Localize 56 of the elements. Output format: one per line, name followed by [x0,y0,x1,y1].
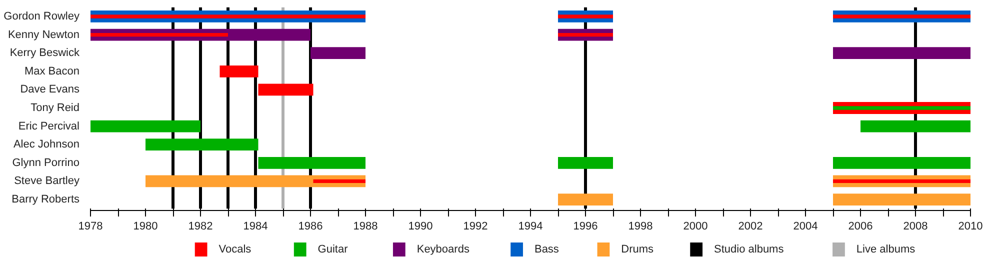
bar [558,32,613,37]
x-tick-label: 1986 [298,220,323,232]
bar [833,179,970,184]
legend-label: Vocals [218,244,252,256]
x-tick-label: 1978 [78,220,103,232]
bar [558,156,613,169]
y-tick-label: Alec Johnson [13,138,80,151]
x-tick-label: 1996 [573,220,598,232]
y-tick-label: Kenny Newton [8,28,80,41]
bar [833,14,970,18]
y-tick-label: Dave Evans [20,84,80,96]
y-tick-label: Barry Roberts [12,194,80,206]
legend-label: Guitar [318,244,348,256]
bar [310,47,366,60]
legend-label: Keyboards [416,244,470,256]
x-tick-label: 1982 [188,220,213,232]
bar [90,120,200,132]
legend-label: Live albums [856,244,916,256]
bar [833,106,970,110]
x-tick-label: 2010 [958,220,983,232]
legend-label: Bass [534,244,560,256]
bar [833,156,970,169]
x-tick-label: 1988 [353,220,378,232]
x-tick-label: 2008 [903,220,928,232]
bar [146,138,258,151]
y-tick-label: Gordon Rowley [4,10,80,22]
bar [558,194,613,206]
bar [558,14,613,18]
x-tick-label: 2000 [683,220,708,232]
x-tick-label: 2002 [738,220,763,232]
bar [90,14,366,18]
legend-label: Studio albums [714,244,784,256]
y-tick-label: Kerry Beswick [10,47,80,60]
x-tick-label: 1998 [628,220,653,232]
legend-label: Drums [621,244,654,256]
bar [833,194,970,206]
bar [860,120,970,132]
y-tick-label: Eric Percival [18,120,80,132]
y-tick-label: Steve Bartley [14,175,80,188]
bar [258,84,314,96]
x-tick-label: 1980 [133,220,158,232]
bar [90,32,228,37]
x-tick-label: 1992 [463,220,488,232]
bar [833,47,970,60]
y-tick-label: Glynn Porrino [12,156,80,169]
x-tick-label: 1990 [408,220,433,232]
x-tick-label: 2006 [848,220,873,232]
bar [313,179,366,184]
bar [146,175,366,188]
y-tick-label: Tony Reid [30,102,80,114]
x-tick-label: 1994 [518,220,543,232]
x-tick-label: 2004 [793,220,818,232]
y-tick-label: Max Bacon [24,65,80,78]
bar [220,65,258,78]
bar [258,156,366,169]
x-tick-label: 1984 [243,220,268,232]
